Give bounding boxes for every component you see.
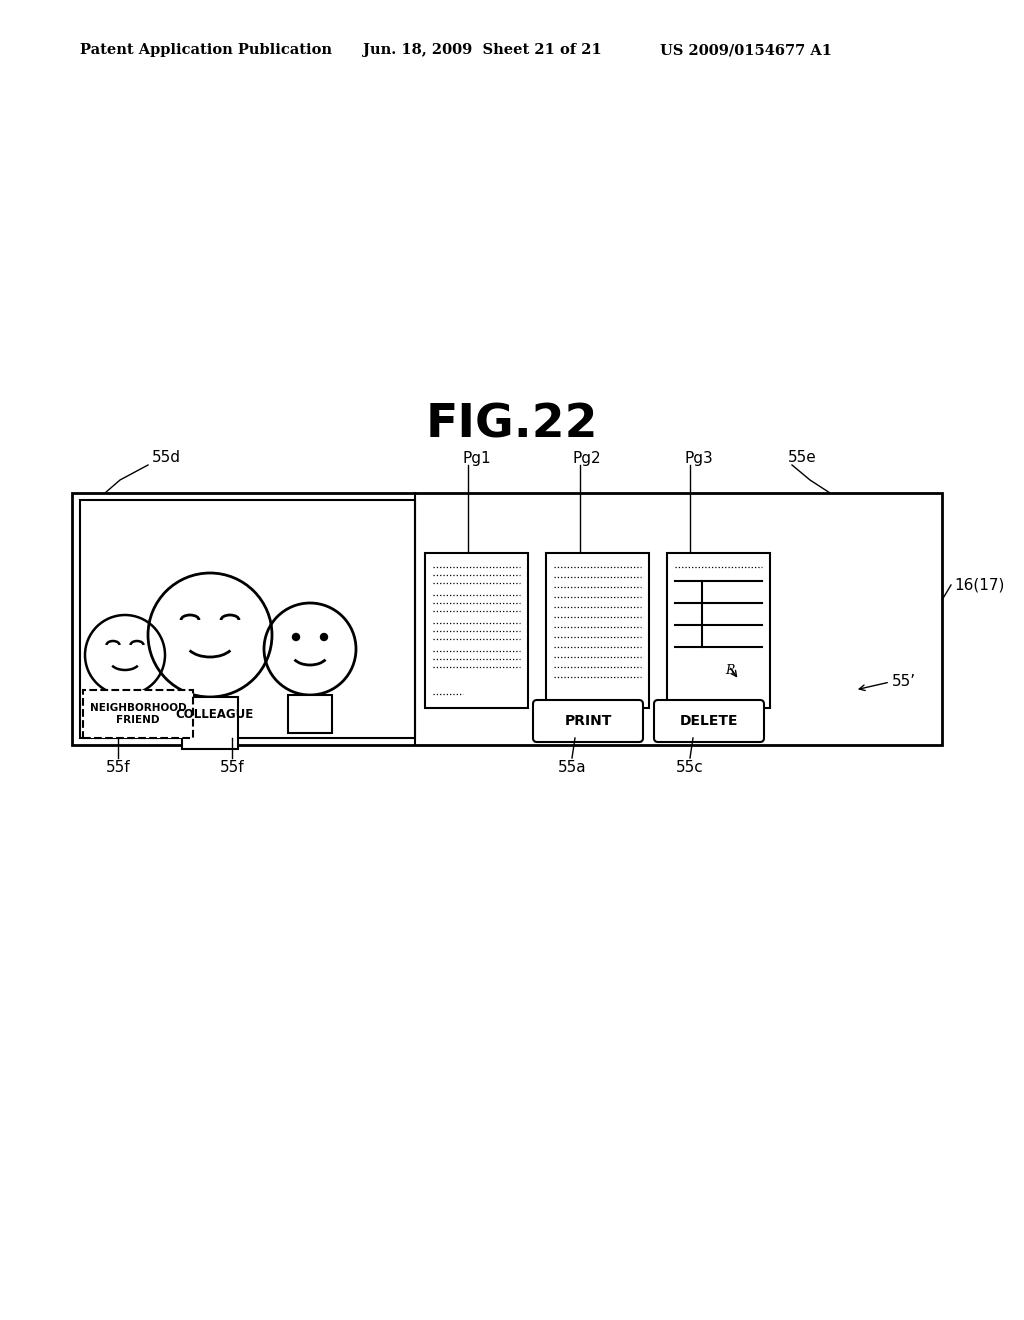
FancyBboxPatch shape [654,700,764,742]
FancyBboxPatch shape [534,700,643,742]
Text: US 2009/0154677 A1: US 2009/0154677 A1 [660,44,831,57]
Text: 16(17): 16(17) [954,578,1005,593]
Text: 55f: 55f [105,760,130,776]
Circle shape [293,634,299,640]
Circle shape [321,634,328,640]
Text: Pg1: Pg1 [462,450,490,466]
Text: NEIGHBORHOOD
FRIEND: NEIGHBORHOOD FRIEND [90,702,186,725]
Text: 55c: 55c [676,760,703,776]
Bar [80,500,415,738]
Text: Patent Application Publication: Patent Application Publication [80,44,332,57]
Text: 55’: 55’ [892,675,916,689]
Bar [667,553,770,708]
Text: PRINT: PRINT [564,714,611,729]
Text: Jun. 18, 2009  Sheet 21 of 21: Jun. 18, 2009 Sheet 21 of 21 [362,44,602,57]
Bar [72,492,942,744]
Text: COLLEAGUE: COLLEAGUE [176,708,254,721]
Text: DELETE: DELETE [680,714,738,729]
Text: 55d: 55d [152,450,181,466]
Text: 55a: 55a [558,760,587,776]
Text: 55f: 55f [220,760,245,776]
Bar [425,553,528,708]
Bar [108,696,142,730]
Bar [546,553,649,708]
Bar [182,697,238,748]
Text: R: R [725,664,734,676]
Text: Pg2: Pg2 [572,450,601,466]
Text: 55e: 55e [788,450,817,466]
Bar [288,696,332,733]
Text: Pg3: Pg3 [685,450,714,466]
Bar [83,690,193,738]
Text: FIG.22: FIG.22 [426,403,598,447]
